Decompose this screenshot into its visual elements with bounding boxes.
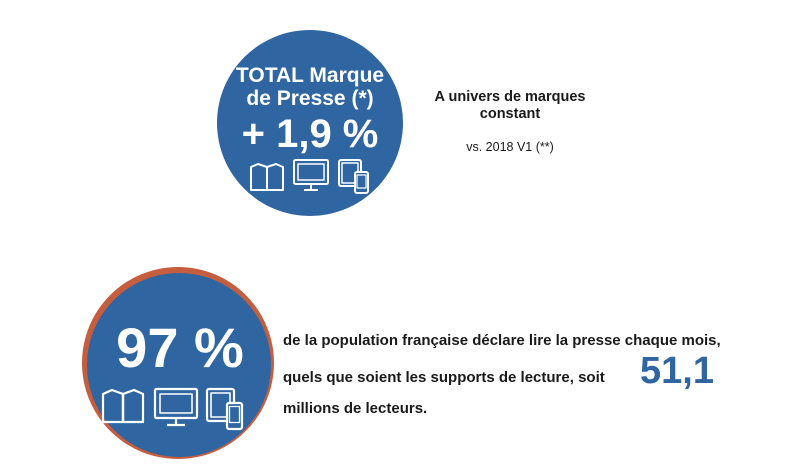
bottom-icons-group	[100, 386, 246, 432]
book-icon	[250, 163, 284, 191]
constant-brands-line2: constant	[479, 106, 541, 122]
top-icons-group	[248, 158, 372, 194]
constant-brands-line1: A univers de marques	[434, 89, 586, 105]
book-icon	[101, 388, 145, 424]
bottom-stat-value: 97 %	[116, 316, 244, 379]
monitor-icon	[293, 159, 329, 191]
comparison-note: vs. 2018 V1 (**)	[466, 140, 554, 154]
monitor-icon	[153, 387, 199, 427]
top-stat-label-line2: de Presse (*)	[246, 87, 374, 110]
population-text-line1: de la population française déclare lire …	[283, 332, 721, 349]
tablet-phone-icon	[205, 387, 244, 431]
top-stat-value: + 1,9 %	[241, 112, 379, 156]
population-text-line2: quels que soient les supports de lecture…	[283, 369, 605, 386]
population-text-line3: millions de lecteurs.	[283, 400, 428, 417]
millions-readers-value: 51,1	[640, 350, 714, 392]
tablet-phone-icon	[338, 159, 369, 194]
top-stat-label-line1: TOTAL Marque	[235, 64, 385, 87]
